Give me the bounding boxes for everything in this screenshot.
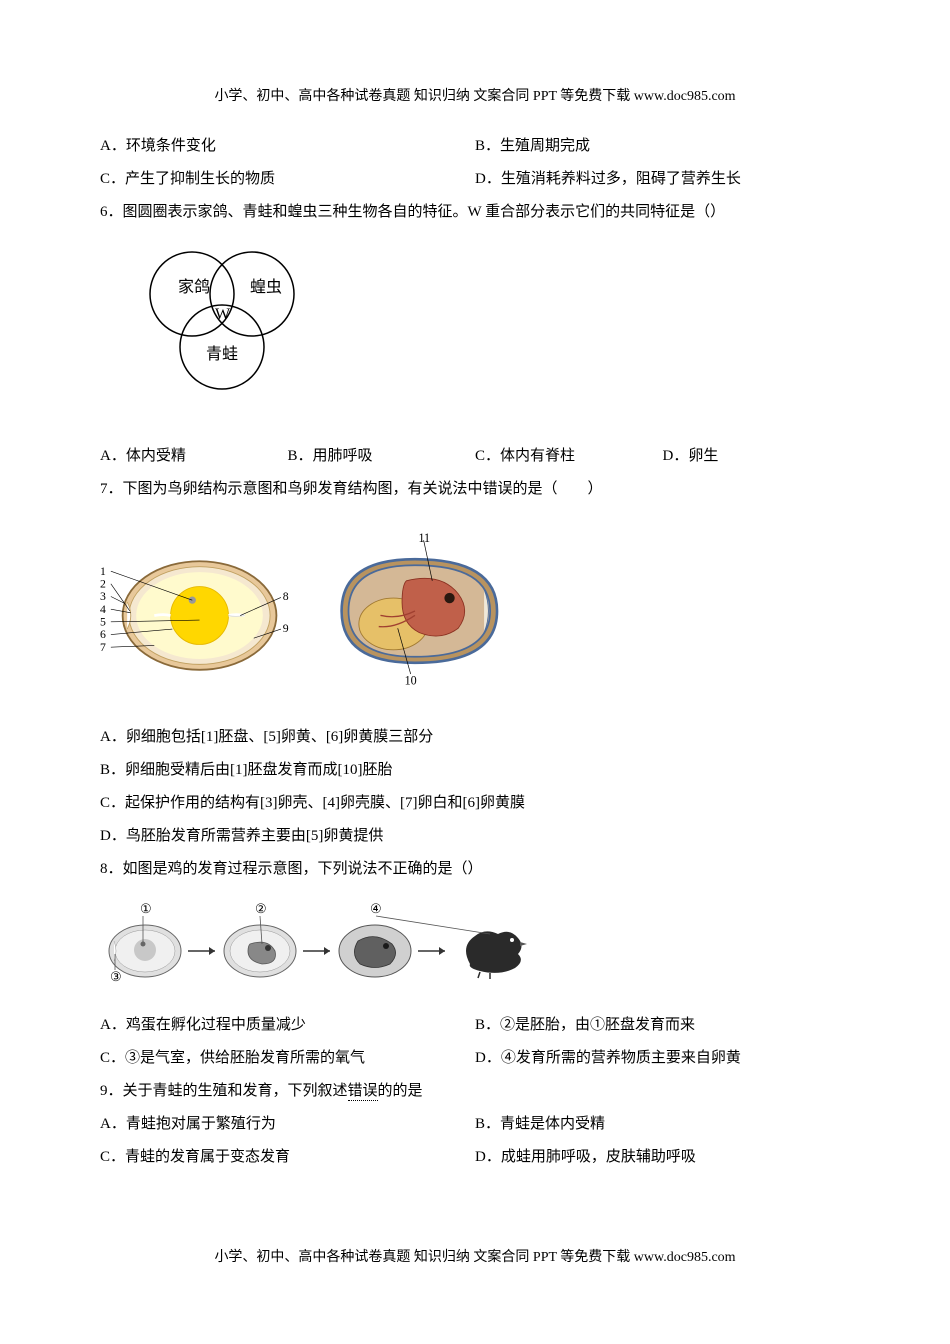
svg-text:2: 2 [100, 577, 106, 590]
q5-option-d: D．生殖消耗养料过多，阻碍了营养生长 [475, 163, 850, 196]
venn-label-right: 蝗虫 [250, 278, 282, 296]
svg-text:4: 4 [100, 603, 106, 616]
q5-options: A．环境条件变化 B．生殖周期完成 C．产生了抑制生长的物质 D．生殖消耗养料过… [100, 130, 850, 196]
q5-option-a: A．环境条件变化 [100, 130, 475, 163]
q8-text: 8．如图是鸡的发育过程示意图，下列说法不正确的是（） [100, 853, 850, 886]
q7-text: 7．下图为鸟卵结构示意图和鸟卵发育结构图，有关说法中错误的是（ ） [100, 473, 850, 506]
q6-option-b: B．用肺呼吸 [288, 440, 476, 473]
svg-text:1: 1 [100, 565, 106, 578]
q8-option-a: A．鸡蛋在孵化过程中质量减少 [100, 1009, 475, 1042]
venn-label-bottom: 青蛙 [206, 345, 238, 363]
q8-option-c: C．③是气室，供给胚胎发育所需的氧气 [100, 1042, 475, 1075]
svg-text:②: ② [255, 901, 267, 916]
q7-option-a: A．卵细胞包括[1]胚盘、[5]卵黄、[6]卵黄膜三部分 [100, 721, 850, 754]
venn-diagram: 家鸽 蝗虫 青蛙 W [130, 239, 320, 409]
q7-options: A．卵细胞包括[1]胚盘、[5]卵黄、[6]卵黄膜三部分 B．卵细胞受精后由[1… [100, 721, 850, 853]
egg-structure-diagram: 1 2 3 4 5 6 7 8 9 [100, 521, 290, 701]
svg-text:10: 10 [405, 673, 417, 687]
q6-options: A．体内受精 B．用肺呼吸 C．体内有脊柱 D．卵生 [100, 440, 850, 473]
q9-text-suffix: 的的是 [378, 1083, 423, 1099]
venn-label-left: 家鸽 [178, 278, 210, 296]
q6-option-a: A．体内受精 [100, 440, 288, 473]
q8-options: A．鸡蛋在孵化过程中质量减少 B．②是胚胎，由①胚盘发育而来 C．③是气室，供给… [100, 1009, 850, 1075]
q5-option-b: B．生殖周期完成 [475, 130, 850, 163]
svg-text:③: ③ [110, 969, 122, 984]
q9-text: 9．关于青蛙的生殖和发育，下列叙述错误的的是 [100, 1075, 850, 1108]
q7-option-b: B．卵细胞受精后由[1]胚盘发育而成[10]胚胎 [100, 754, 850, 787]
q7-option-c: C．起保护作用的结构有[3]卵壳、[4]卵壳膜、[7]卵白和[6]卵黄膜 [100, 787, 850, 820]
svg-text:3: 3 [100, 590, 106, 603]
q9-option-a: A．青蛙抱对属于繁殖行为 [100, 1108, 475, 1141]
document-body: A．环境条件变化 B．生殖周期完成 C．产生了抑制生长的物质 D．生殖消耗养料过… [100, 130, 850, 1174]
svg-text:8: 8 [283, 590, 289, 603]
q6-option-c: C．体内有脊柱 [475, 440, 663, 473]
page-footer: 小学、初中、高中各种试卷真题 知识归纳 文案合同 PPT 等免费下载 www.d… [0, 1243, 950, 1274]
q7-option-d: D．鸟胚胎发育所需营养主要由[5]卵黄提供 [100, 820, 850, 853]
q7-diagrams: 1 2 3 4 5 6 7 8 9 [100, 521, 850, 701]
svg-text:6: 6 [100, 628, 106, 641]
q8-option-b: B．②是胚胎，由①胚盘发育而来 [475, 1009, 850, 1042]
q9-option-d: D．成蛙用肺呼吸，皮肤辅助呼吸 [475, 1141, 850, 1174]
q9-option-c: C．青蛙的发育属于变态发育 [100, 1141, 475, 1174]
svg-text:7: 7 [100, 641, 106, 654]
svg-text:11: 11 [418, 531, 430, 545]
page-header: 小学、初中、高中各种试卷真题 知识归纳 文案合同 PPT 等免费下载 www.d… [0, 82, 950, 113]
q9-options: A．青蛙抱对属于繁殖行为 B．青蛙是体内受精 C．青蛙的发育属于变态发育 D．成… [100, 1108, 850, 1174]
venn-label-center: W [215, 306, 231, 323]
q6-option-d: D．卵生 [663, 440, 851, 473]
q6-text: 6．图圆圈表示家鸽、青蛙和蝗虫三种生物各自的特征。W 重合部分表示它们的共同特征… [100, 196, 850, 229]
svg-text:5: 5 [100, 615, 106, 628]
q9-text-underline: 错误 [348, 1083, 378, 1101]
chicken-development-diagram: ① ③ ② ④ [100, 896, 530, 986]
egg-development-diagram: 11 10 [320, 521, 510, 701]
svg-text:④: ④ [370, 901, 382, 916]
q5-option-c: C．产生了抑制生长的物质 [100, 163, 475, 196]
svg-text:9: 9 [283, 622, 289, 635]
q9-text-prefix: 9．关于青蛙的生殖和发育，下列叙述 [100, 1083, 348, 1099]
q8-option-d: D．④发育所需的营养物质主要来自卵黄 [475, 1042, 850, 1075]
q9-option-b: B．青蛙是体内受精 [475, 1108, 850, 1141]
svg-text:①: ① [140, 901, 152, 916]
